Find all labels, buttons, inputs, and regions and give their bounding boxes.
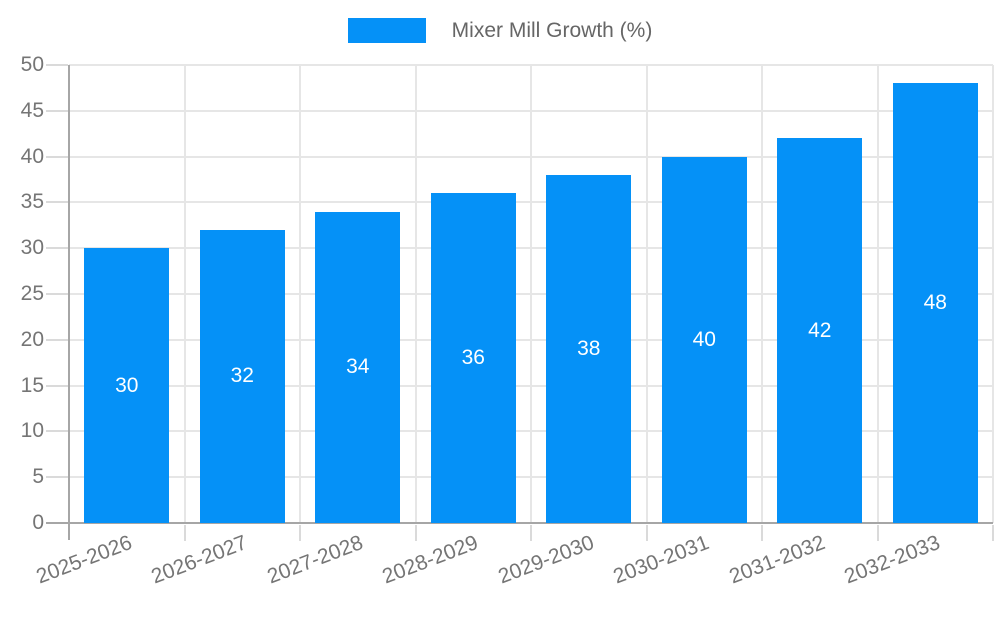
x-tick bbox=[183, 525, 186, 541]
bar-value-label: 42 bbox=[808, 318, 832, 342]
y-tick bbox=[46, 109, 68, 112]
x-tick-label: 2029-2030 bbox=[494, 531, 597, 589]
y-tick bbox=[46, 338, 68, 341]
y-tick-label: 5 bbox=[32, 465, 44, 489]
plot-area: 30 32 34 36 38 40 42 48 bbox=[46, 64, 994, 540]
x-tick-label: 2027-2028 bbox=[263, 531, 366, 589]
y-tick-label: 15 bbox=[20, 373, 44, 397]
y-tick bbox=[46, 476, 68, 479]
y-axis-line bbox=[68, 65, 70, 540]
y-tick-label: 20 bbox=[20, 327, 44, 351]
y-tick-label: 30 bbox=[20, 236, 44, 260]
x-tick bbox=[414, 525, 417, 541]
bar-value-label: 30 bbox=[115, 373, 139, 397]
x-tick bbox=[761, 525, 763, 541]
x-tick-label: 2026-2027 bbox=[148, 531, 251, 589]
x-tick-label: 2031-2032 bbox=[725, 531, 828, 589]
y-tick-label: 0 bbox=[32, 511, 44, 534]
bar-value-label: 36 bbox=[461, 346, 485, 370]
y-tick bbox=[46, 155, 68, 158]
bar[interactable]: 42 bbox=[777, 138, 863, 523]
x-tick-label: 2028-2029 bbox=[379, 531, 482, 589]
y-tick bbox=[46, 430, 68, 433]
y-tick bbox=[46, 384, 68, 387]
y-tick bbox=[46, 201, 68, 204]
y-axis: 0 5 10 15 20 25 30 35 40 45 50 bbox=[0, 53, 68, 534]
legend-label: Mixer Mill Growth (%) bbox=[451, 19, 653, 42]
bar-chart: Mixer Mill Growth (%) 0 5 10 15 20 25 30 35 40 45… bbox=[0, 18, 1000, 600]
bar[interactable]: 34 bbox=[315, 211, 401, 523]
bar-value-label: 48 bbox=[923, 291, 947, 315]
x-tick-label: 2030-2031 bbox=[610, 531, 713, 589]
gridline-vertical bbox=[645, 65, 648, 523]
x-tick bbox=[530, 525, 532, 541]
gridline-vertical bbox=[530, 65, 532, 523]
bar[interactable]: 48 bbox=[892, 83, 978, 523]
bar-value-label: 40 bbox=[692, 327, 716, 351]
legend[interactable]: Mixer Mill Growth (%) bbox=[0, 18, 1000, 43]
gridline-vertical bbox=[299, 65, 301, 523]
gridline-vertical bbox=[761, 65, 763, 523]
bar[interactable]: 40 bbox=[661, 156, 747, 523]
y-tick-label: 50 bbox=[20, 53, 44, 76]
bar[interactable]: 36 bbox=[430, 193, 516, 523]
y-tick-label: 10 bbox=[20, 419, 44, 443]
x-tick-label: 2032-2033 bbox=[841, 531, 944, 589]
legend-swatch bbox=[347, 18, 426, 43]
x-tick bbox=[645, 525, 648, 541]
x-tick bbox=[299, 525, 301, 541]
y-tick-label: 45 bbox=[20, 98, 44, 122]
bar-value-label: 38 bbox=[577, 336, 601, 360]
x-axis: 2025-2026 2026-2027 2027-2028 2028-2029 2029… bbox=[33, 523, 994, 600]
x-tick bbox=[992, 525, 994, 541]
gridline-vertical bbox=[992, 65, 994, 523]
y-tick-label: 35 bbox=[20, 190, 44, 214]
bar[interactable]: 32 bbox=[199, 229, 285, 523]
bar[interactable]: 30 bbox=[84, 248, 170, 523]
y-tick bbox=[46, 293, 68, 295]
gridline-vertical bbox=[414, 65, 417, 523]
x-tick bbox=[876, 525, 879, 541]
bar-value-label: 32 bbox=[230, 364, 254, 388]
y-tick bbox=[46, 247, 68, 250]
gridline-vertical bbox=[183, 65, 186, 523]
gridline-vertical bbox=[876, 65, 879, 523]
bar[interactable]: 38 bbox=[546, 174, 632, 523]
x-axis-line bbox=[46, 522, 993, 524]
y-tick bbox=[46, 64, 68, 66]
bar-value-label: 34 bbox=[346, 355, 370, 379]
y-tick-label: 40 bbox=[20, 144, 44, 168]
y-tick-label: 25 bbox=[20, 282, 44, 305]
